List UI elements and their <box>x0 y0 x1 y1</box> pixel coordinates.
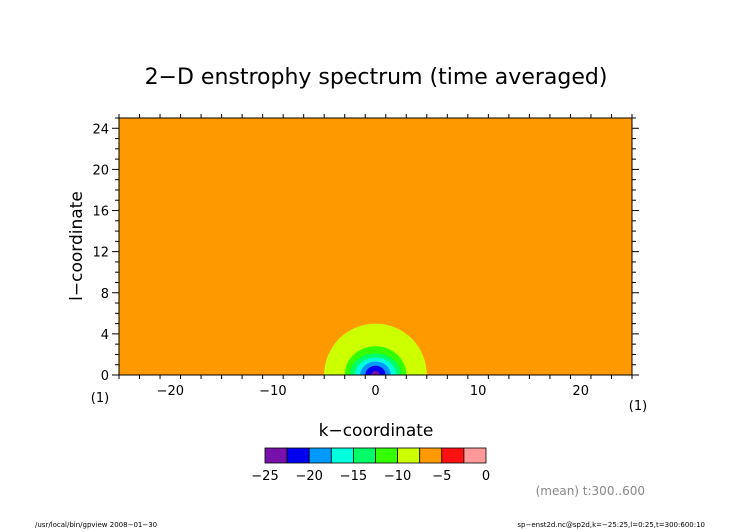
colorbar-tick-label: −10 <box>384 469 411 484</box>
x-tick-label: −10 <box>259 384 286 399</box>
colorbar-swatch <box>441 447 465 464</box>
colorbar-swatch <box>463 447 487 464</box>
colorbar-swatch <box>264 447 288 464</box>
y-axis-ticks: 0 4 8 12 16 20 24 <box>92 117 639 384</box>
y-axis-label: l−coordinate <box>67 191 87 301</box>
colorbar-swatch <box>419 447 443 464</box>
colorbar-swatch <box>397 447 421 464</box>
colorbar <box>264 447 487 464</box>
y-tick-label: 16 <box>92 205 109 220</box>
colorbar-tick-label: 0 <box>482 469 490 484</box>
colorbar-swatch <box>286 447 310 464</box>
colorbar-tick-label: −5 <box>432 469 451 484</box>
y-tick-label: 8 <box>101 287 109 302</box>
footer-left: /usr/local/bin/gpview 2008−01−30 <box>35 521 157 529</box>
y-tick-label: 0 <box>101 369 109 384</box>
y-unit-label: (1) <box>629 399 647 414</box>
colorbar-tick-label: −20 <box>295 469 322 484</box>
footer-right: sp−enst2d.nc@sp2d,k=−25:25,l=0:25,t=300:… <box>517 521 705 529</box>
x-axis-ticks: −20 −10 0 10 20 <box>118 114 633 399</box>
x-tick-label: 20 <box>572 384 589 399</box>
contour-region-5 <box>365 365 386 375</box>
colorbar-swatch <box>375 447 399 464</box>
x-unit-label: (1) <box>91 391 109 406</box>
x-axis-label: k−coordinate <box>319 421 434 441</box>
mean-annotation: (mean) t:300..600 <box>536 484 645 498</box>
colorbar-swatch <box>352 447 376 464</box>
contour-fills <box>324 323 427 375</box>
plot-area <box>118 117 633 376</box>
colorbar-tick-label: −15 <box>340 469 367 484</box>
colorbar-tick-labels: −25 −20 −15 −10 −5 0 <box>251 469 490 484</box>
colorbar-swatch <box>308 447 332 464</box>
y-tick-label: 4 <box>101 328 109 343</box>
colorbar-tick-label: −25 <box>251 469 278 484</box>
plot-frame <box>118 117 633 376</box>
colorbar-swatch <box>330 447 354 464</box>
y-tick-label: 12 <box>92 246 109 261</box>
x-tick-label: 10 <box>470 384 487 399</box>
x-tick-label: 0 <box>371 384 379 399</box>
x-tick-label: −20 <box>157 384 184 399</box>
y-tick-label: 24 <box>92 122 109 137</box>
contour-region-6 <box>371 370 380 375</box>
y-tick-label: 20 <box>92 163 109 178</box>
chart-title: 2−D enstrophy spectrum (time averaged) <box>145 65 608 90</box>
